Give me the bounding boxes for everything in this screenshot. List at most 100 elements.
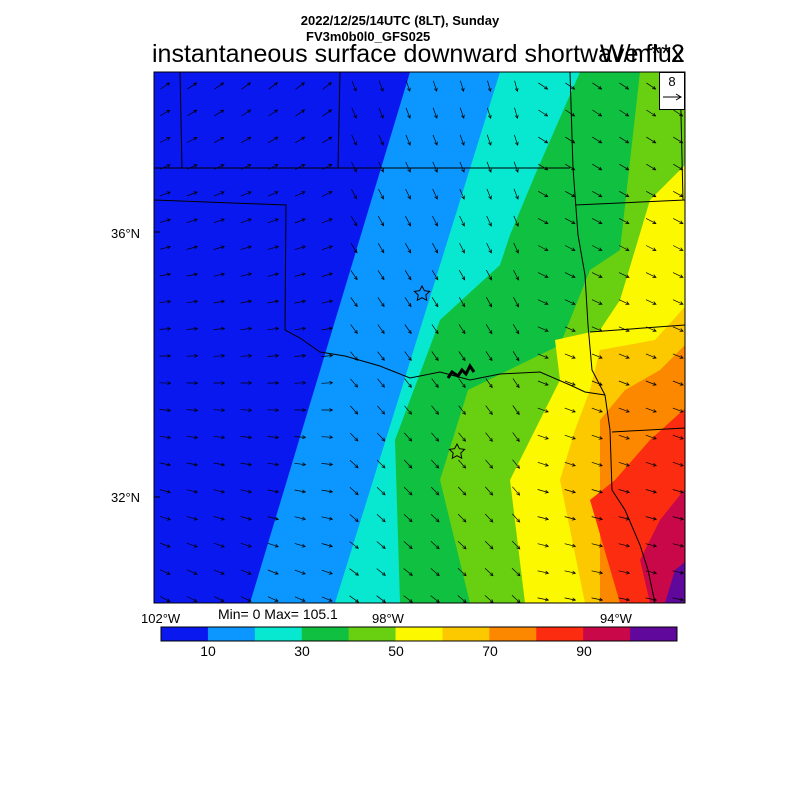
wind-vector-arrow xyxy=(376,486,386,496)
wind-vector-arrow xyxy=(511,567,521,577)
wind-vector-arrow xyxy=(349,541,359,549)
wind-vector-arrow xyxy=(618,218,630,224)
wind-vector-arrow xyxy=(431,378,439,389)
wind-vector-arrow xyxy=(591,461,603,467)
wind-vector-arrow xyxy=(457,513,467,523)
wind-vector-arrow xyxy=(591,218,603,224)
wind-vector-arrow xyxy=(484,568,494,577)
wind-vector-arrow xyxy=(404,270,412,281)
wind-vector-arrow xyxy=(294,462,307,467)
wind-vector-arrow xyxy=(672,597,685,602)
wind-vector-arrow xyxy=(376,568,386,576)
wind-vector-arrow xyxy=(186,596,198,602)
wind-vector-arrow xyxy=(672,543,685,548)
wind-vector-arrow xyxy=(564,489,577,494)
wind-vector-arrow xyxy=(186,137,198,143)
wind-vector-arrow xyxy=(240,489,253,494)
wind-vector-arrow xyxy=(591,272,603,278)
wind-vector-arrow xyxy=(619,190,630,198)
wind-vector-arrow xyxy=(485,486,494,496)
wind-vector-arrow xyxy=(537,597,550,602)
wind-vector-arrow xyxy=(618,489,631,494)
wind-vector-arrow xyxy=(351,134,357,146)
wind-vector-arrow xyxy=(377,378,386,388)
wind-vector-arrow xyxy=(645,380,657,386)
wind-vector-arrow xyxy=(159,542,171,548)
wind-vector-arrow xyxy=(564,434,576,440)
wind-vector-arrow xyxy=(267,542,279,548)
wind-vector-arrow xyxy=(159,596,171,602)
colorbar-swatch xyxy=(489,627,537,641)
wind-vector-arrow xyxy=(159,218,172,223)
wind-vector-arrow xyxy=(514,80,519,93)
wind-vector-arrow xyxy=(377,297,385,308)
wind-vector-arrow xyxy=(240,245,253,250)
wind-vector-arrow xyxy=(214,82,225,90)
wind-vector-arrow xyxy=(186,245,199,250)
wind-vector-arrow xyxy=(618,597,631,602)
colorbar-tick-label: 70 xyxy=(482,643,498,659)
wind-vector-arrow xyxy=(645,353,657,359)
wind-vector-arrow xyxy=(485,378,493,389)
wind-vector-arrow xyxy=(672,299,684,305)
wind-vector-arrow xyxy=(512,378,520,389)
wind-vector-arrow xyxy=(485,351,493,362)
wind-vector-arrow xyxy=(618,461,630,467)
wind-vector-arrow xyxy=(267,299,280,304)
wind-vector-arrow xyxy=(241,109,252,117)
wind-vector-arrow xyxy=(592,136,603,144)
wind-vector-arrow xyxy=(513,215,519,227)
wind-vector-arrow xyxy=(592,82,603,90)
wind-vector-arrow xyxy=(405,188,411,200)
wind-vector-arrow xyxy=(213,381,226,385)
wind-vector-arrow xyxy=(430,595,440,603)
wind-vector-arrow xyxy=(295,82,306,90)
wind-vector-arrow xyxy=(241,136,252,144)
wind-vector-arrow xyxy=(460,80,465,93)
wind-vector-arrow xyxy=(537,299,549,305)
wind-vector-arrow xyxy=(159,137,171,143)
wind-vector-arrow xyxy=(267,218,279,224)
wind-vector-arrow xyxy=(513,134,519,146)
wind-vector-arrow xyxy=(646,190,657,198)
wind-vector-arrow xyxy=(431,297,439,308)
wind-vector-arrow xyxy=(458,351,466,362)
wind-vector-arrow xyxy=(403,568,413,577)
wind-vector-arrow xyxy=(349,487,359,496)
wind-vector-arrow xyxy=(240,218,252,224)
title-model: FV3m0b0l0_GFS025 xyxy=(306,29,431,44)
wind-vector-arrow xyxy=(514,107,519,120)
wind-vector-arrow xyxy=(376,459,386,469)
wind-vector-arrow xyxy=(187,109,198,117)
wind-vector-arrow xyxy=(619,82,630,90)
wind-vector-arrow xyxy=(405,215,411,227)
wind-vector-arrow xyxy=(618,434,630,440)
wind-vector-arrow xyxy=(377,351,385,361)
title-units: W/m**2 xyxy=(600,40,685,68)
wind-vector-arrow xyxy=(213,516,226,521)
wind-vector-arrow xyxy=(350,243,358,254)
wind-vector-arrow xyxy=(294,380,307,385)
wind-vector-arrow xyxy=(294,164,306,170)
wind-vector-arrow xyxy=(321,218,333,224)
wind-vector-arrow xyxy=(645,299,657,305)
wind-vector-arrow xyxy=(458,378,466,389)
wind-vector-arrow xyxy=(186,569,198,575)
wind-vector-arrow xyxy=(486,242,492,254)
wind-vector-arrow xyxy=(378,80,384,92)
wind-vector-arrow xyxy=(564,326,576,332)
wind-vector-arrow xyxy=(267,569,279,575)
wind-vector-arrow xyxy=(432,134,438,146)
wind-vector-arrow xyxy=(186,326,199,331)
wind-vector-arrow xyxy=(349,595,360,603)
wind-vector-arrow xyxy=(619,109,630,117)
wind-vector-arrow xyxy=(591,353,603,359)
wind-vector-arrow xyxy=(186,489,199,494)
lake-texoma xyxy=(446,363,476,379)
colorbar-frame xyxy=(160,626,678,642)
wind-vector-arrow xyxy=(405,80,411,92)
colorbar-swatch xyxy=(536,627,584,641)
wind-vector-arrow xyxy=(672,570,685,575)
wind-vector-arrow xyxy=(672,407,684,413)
wind-vector-arrow xyxy=(432,215,438,227)
